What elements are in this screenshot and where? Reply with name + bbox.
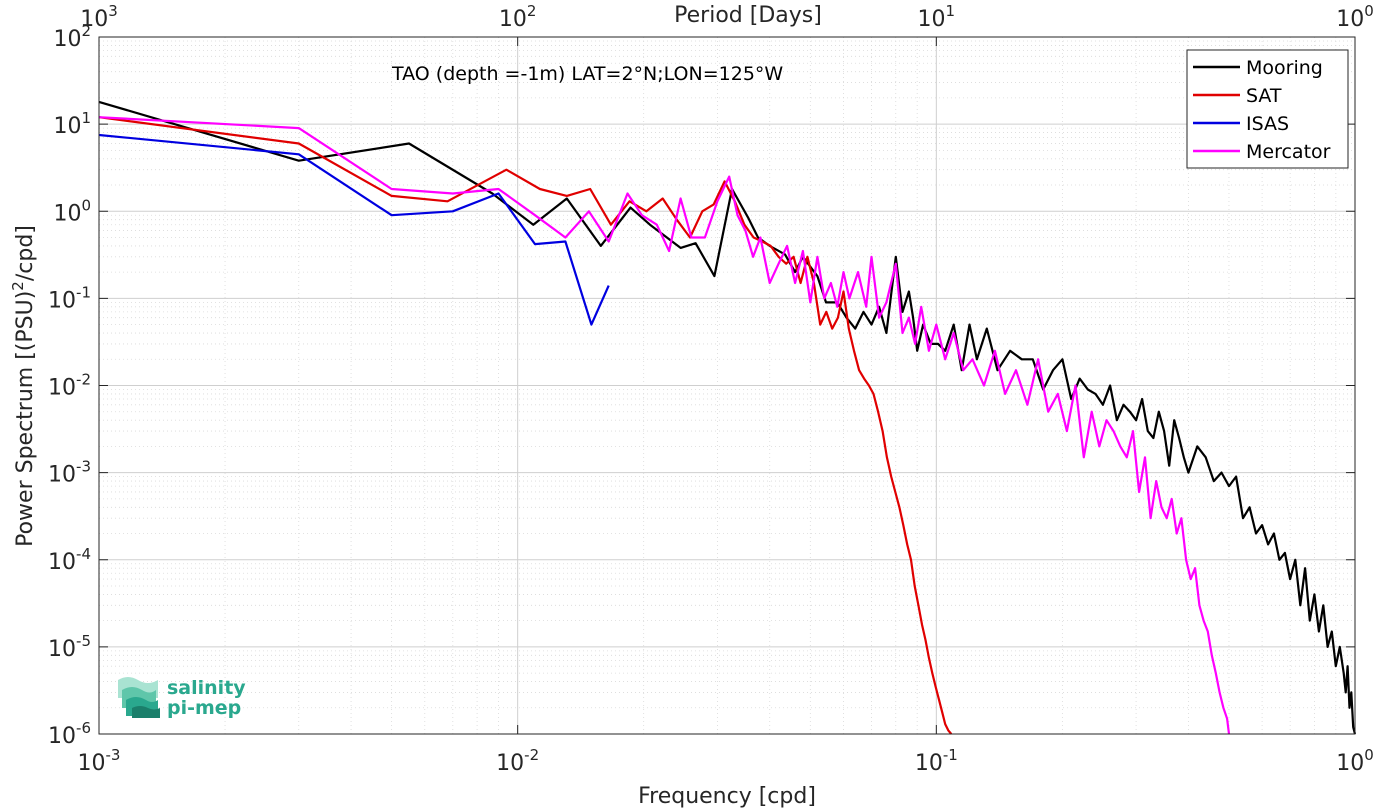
- legend-label-sat: SAT: [1246, 85, 1282, 107]
- chart-title: TAO (depth =-1m) LAT=2°N;LON=125°W: [391, 63, 783, 85]
- wave-stack-icon: [118, 677, 160, 718]
- top-tick-base: 10: [1336, 7, 1364, 32]
- legend-label-mercator: Mercator: [1246, 141, 1331, 163]
- x-tick-label: 100: [1336, 746, 1374, 776]
- legend: Mooring SAT ISAS Mercator: [1186, 49, 1349, 169]
- y-tick-base: 10: [48, 376, 76, 401]
- x-tick-base: 10: [915, 751, 943, 776]
- y-tick-exp: -3: [76, 458, 91, 476]
- x-tick-base: 10: [78, 751, 106, 776]
- y-tick-base: 10: [48, 463, 76, 488]
- y-axis-title-main: Power Spectrum [(PSU): [13, 291, 38, 547]
- y-tick-base: 10: [53, 27, 81, 52]
- top-tick-base: 10: [80, 7, 108, 32]
- top-tick-label: 100: [1336, 2, 1374, 32]
- x-axis-title: Frequency [cpd]: [638, 784, 816, 809]
- x-tick-label: 10-3: [78, 746, 121, 776]
- series-line-isas: [98, 133, 610, 326]
- x-tick-base: 10: [1336, 751, 1364, 776]
- x-tick-exp: -3: [106, 746, 121, 764]
- x-tick-label: 10-1: [915, 746, 958, 776]
- y-tick-exp: -5: [76, 632, 91, 650]
- top-tick-exp: 1: [946, 2, 956, 20]
- top-tick-label: 102: [499, 2, 537, 32]
- logo-text-pi-mep: pi-mep: [167, 697, 241, 719]
- axis-ticks: [98, 36, 1356, 735]
- top-tick-base: 10: [499, 7, 527, 32]
- y-tick-base: 10: [53, 201, 81, 226]
- y-tick-label: 10-3: [48, 458, 91, 488]
- x-tick-exp: -1: [943, 746, 958, 764]
- y-tick-base: 10: [48, 288, 76, 313]
- y-tick-label: 10-2: [48, 371, 91, 401]
- y-axis-title: Power Spectrum [(PSU)2/cpd]: [9, 225, 38, 547]
- y-tick-exp: 2: [81, 22, 91, 40]
- y-tick-exp: -2: [76, 371, 91, 389]
- legend-label-mooring: Mooring: [1246, 57, 1323, 79]
- series-line-mooring: [98, 100, 1357, 735]
- top-axis-title: Period [Days]: [674, 3, 822, 28]
- y-axis-title-tail: /cpd]: [13, 225, 38, 281]
- series-layer: [98, 100, 1357, 735]
- x-tick-exp: -2: [524, 746, 539, 764]
- top-tick-exp: 0: [1364, 2, 1374, 20]
- y-tick-base: 10: [48, 724, 76, 749]
- top-tick-label: 103: [80, 2, 118, 32]
- y-tick-base: 10: [53, 114, 81, 139]
- y-tick-exp: 0: [81, 196, 91, 214]
- legend-label-isas: ISAS: [1246, 113, 1289, 135]
- top-tick-exp: 2: [527, 2, 537, 20]
- y-tick-label: 10-5: [48, 632, 91, 662]
- y-tick-exp: -1: [76, 283, 91, 301]
- legend-box: [1186, 49, 1349, 169]
- x-tick-base: 10: [496, 751, 524, 776]
- series-line-mercator: [98, 116, 1231, 735]
- x-tick-label: 10-2: [496, 746, 539, 776]
- x-tick-exp: 0: [1364, 746, 1374, 764]
- y-tick-label: 102: [53, 22, 91, 52]
- y-tick-base: 10: [48, 637, 76, 662]
- y-tick-exp: -6: [76, 719, 91, 737]
- top-tick-base: 10: [918, 7, 946, 32]
- logo-text-salinity: salinity: [167, 677, 246, 699]
- series-line-sat: [98, 116, 953, 735]
- y-tick-label: 101: [53, 109, 91, 139]
- top-tick-label: 101: [918, 2, 956, 32]
- y-tick-label: 10-1: [48, 283, 91, 313]
- y-tick-exp: -4: [76, 545, 91, 563]
- y-tick-label: 10-4: [48, 545, 91, 575]
- y-tick-label: 10-6: [48, 719, 91, 749]
- y-axis-title-sup: 2: [9, 281, 27, 291]
- salinity-pi-mep-logo: salinity pi-mep: [118, 677, 246, 719]
- top-tick-exp: 3: [108, 2, 118, 20]
- y-tick-label: 100: [53, 196, 91, 226]
- y-tick-exp: 1: [81, 109, 91, 127]
- y-tick-base: 10: [48, 550, 76, 575]
